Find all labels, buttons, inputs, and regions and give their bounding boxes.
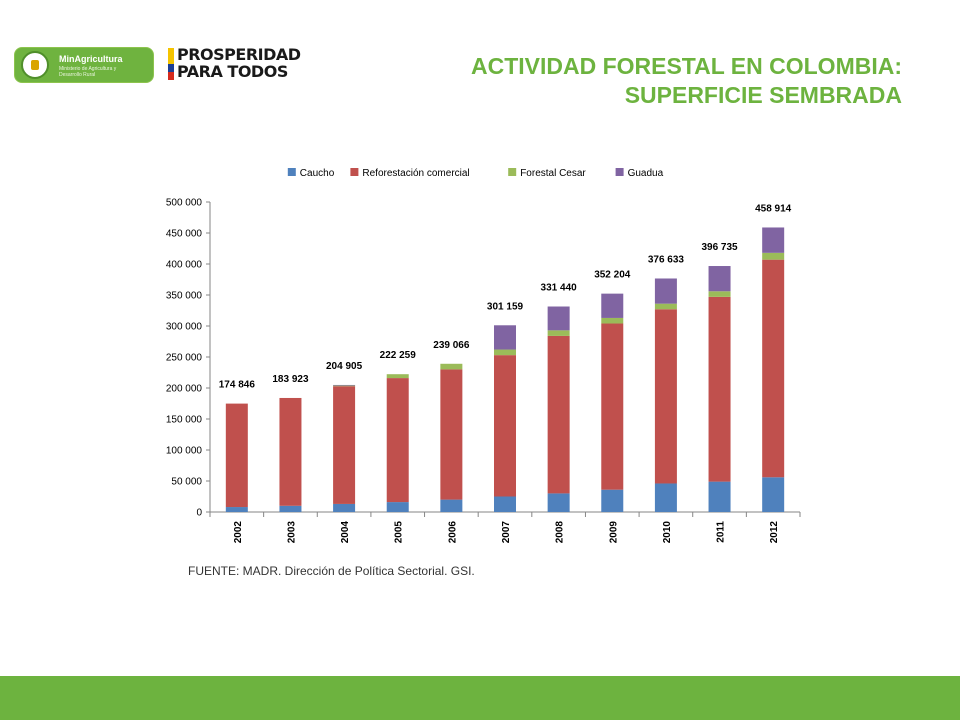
bar-segment (708, 291, 731, 297)
colombia-flag-icon (168, 48, 174, 80)
footer-bar (0, 676, 960, 720)
bar-segment (494, 325, 516, 350)
bar-segment (386, 378, 409, 503)
bar-segment (708, 296, 731, 482)
bar-segment (494, 349, 516, 356)
y-tick-label: 400 000 (166, 260, 203, 271)
data-label: 183 923 (272, 374, 309, 385)
x-tick-label: 2012 (769, 521, 780, 544)
bar-segment (762, 259, 785, 478)
bar-segment (547, 335, 570, 494)
data-label: 376 633 (648, 254, 685, 265)
prosperidad-line1: PROSPERIDAD (177, 45, 301, 64)
data-label: 222 259 (380, 350, 417, 361)
bar-segment (547, 493, 570, 512)
source-note: FUENTE: MADR. Dirección de Política Sect… (188, 564, 475, 578)
data-label: 174 846 (219, 380, 256, 391)
y-tick-label: 500 000 (166, 198, 203, 209)
colombia-seal-icon (21, 51, 49, 79)
bar-segment (279, 505, 302, 512)
legend-swatch (615, 168, 624, 176)
page-title: ACTIVIDAD FORESTAL EN COLOMBIA: SUPERFIC… (471, 52, 902, 110)
legend-swatch (287, 168, 296, 176)
bar-segment (601, 317, 624, 324)
x-tick-label: 2008 (555, 521, 566, 544)
bar-segment (547, 330, 570, 336)
legend-label: Forestal Cesar (520, 168, 586, 179)
bar-segment (762, 227, 785, 253)
bar-segment (654, 483, 677, 512)
data-label: 301 159 (487, 301, 524, 312)
data-label: 204 905 (326, 361, 363, 372)
bar-segment (333, 384, 356, 386)
y-tick-label: 50 000 (171, 477, 202, 488)
prosperidad-line2: PARA TODOS (177, 62, 288, 81)
x-tick-label: 2005 (394, 521, 405, 544)
bar-segment (440, 369, 463, 500)
bar-segment (386, 374, 409, 379)
bar-segment (708, 481, 731, 512)
bar-segment (279, 397, 302, 506)
data-label: 331 440 (541, 283, 578, 294)
bar-segment (601, 323, 624, 490)
prosperidad-para-todos-logo: PROSPERIDAD PARA TODOS (168, 46, 310, 84)
bar-segment (225, 507, 248, 512)
y-tick-label: 300 000 (166, 322, 203, 333)
x-tick-label: 2006 (447, 521, 458, 544)
x-tick-label: 2007 (501, 521, 512, 544)
x-tick-label: 2010 (662, 521, 673, 544)
bar-segment (601, 489, 624, 512)
bar-segment (494, 496, 516, 512)
bar-segment (654, 309, 677, 484)
x-tick-label: 2002 (233, 521, 244, 544)
y-tick-label: 450 000 (166, 229, 203, 240)
bar-segment (333, 386, 356, 504)
minagri-name: MinAgricultura (59, 54, 123, 64)
y-tick-label: 150 000 (166, 415, 203, 426)
bar-segment (762, 252, 785, 260)
legend-label: Guadua (628, 168, 664, 179)
bar-segment (333, 503, 356, 512)
bar-segment (654, 278, 677, 304)
bar-segment (601, 293, 624, 318)
bar-segment (654, 303, 677, 310)
bar-segment (440, 363, 463, 370)
bar-segment (333, 385, 356, 387)
y-tick-label: 250 000 (166, 353, 203, 364)
bar-segment (762, 477, 785, 512)
data-label: 352 204 (594, 270, 631, 281)
title-line-2: SUPERFICIE SEMBRADA (624, 82, 902, 108)
data-label: 458 914 (755, 203, 792, 214)
bar-segment (494, 355, 516, 497)
x-tick-label: 2011 (716, 521, 727, 543)
legend-swatch (508, 168, 517, 176)
x-tick-label: 2003 (286, 521, 297, 544)
minagricultura-logo: MinAgricultura Ministerio de Agricultura… (14, 47, 154, 83)
title-line-1: ACTIVIDAD FORESTAL EN COLOMBIA: (470, 53, 902, 79)
minagri-subtitle: Ministerio de Agricultura y Desarrollo R… (59, 66, 117, 78)
y-tick-label: 200 000 (166, 384, 203, 395)
data-label: 396 735 (701, 242, 738, 253)
y-tick-label: 0 (196, 508, 202, 519)
bar-segment (708, 266, 731, 292)
bar-segment (386, 502, 409, 512)
bar-segment (547, 306, 570, 331)
bar-segment (440, 499, 463, 512)
bar-segment (225, 403, 248, 508)
x-tick-label: 2009 (608, 521, 619, 544)
legend-swatch (350, 168, 359, 176)
x-tick-label: 2004 (340, 521, 351, 544)
data-label: 239 066 (433, 340, 470, 351)
y-tick-label: 100 000 (166, 446, 203, 457)
y-tick-label: 350 000 (166, 291, 203, 302)
legend-label: Reforestación comercial (362, 168, 469, 179)
legend-label: Caucho (300, 168, 335, 179)
